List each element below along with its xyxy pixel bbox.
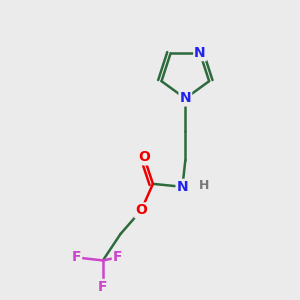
Text: N: N <box>194 46 206 60</box>
Text: F: F <box>72 250 81 265</box>
Text: H: H <box>199 179 209 192</box>
Text: O: O <box>138 150 150 164</box>
Text: F: F <box>98 280 108 294</box>
Text: O: O <box>135 203 147 218</box>
Text: F: F <box>113 250 122 265</box>
Text: N: N <box>179 92 191 106</box>
Text: N: N <box>177 180 188 194</box>
